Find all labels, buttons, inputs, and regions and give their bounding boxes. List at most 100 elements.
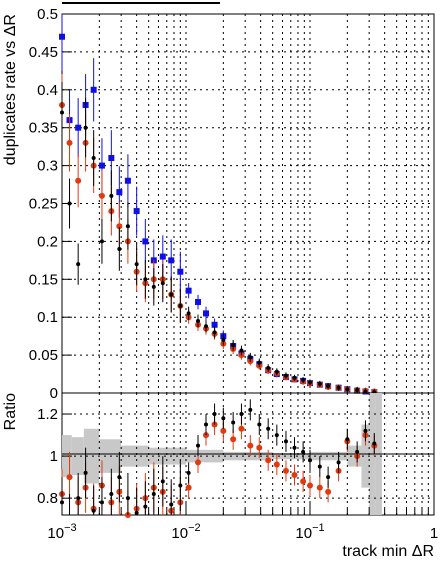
main-point-2-17 — [204, 324, 209, 329]
ratio-point-1-2 — [76, 496, 81, 501]
ratio-y-axis-title: Ratio — [2, 393, 19, 430]
ratio-y-tick-label-1: 1 — [50, 448, 58, 465]
main-point-0-6 — [108, 155, 115, 162]
ratio-point-1-31 — [326, 475, 331, 480]
main-point-0-4 — [90, 86, 97, 93]
ratio-point-1-20 — [231, 420, 236, 425]
main-point-2-7 — [117, 246, 122, 251]
ratio-band-seg-1 — [71, 437, 84, 476]
ratio-panel: 0.8 1 1.2 10−3 10−2 10−1 1 Ratio track min ΔR — [2, 392, 438, 560]
ratio-point-0-15 — [185, 484, 192, 491]
main-point-2-5 — [99, 239, 104, 244]
ratio-point-0-25 — [273, 461, 280, 468]
main-point-2-2 — [76, 262, 81, 267]
main-point-2-12 — [160, 281, 165, 286]
ratio-point-1-10 — [143, 504, 148, 509]
ratio-point-0-27 — [291, 472, 298, 479]
ratio-point-0-21 — [238, 425, 245, 432]
main-point-1-7 — [116, 223, 123, 230]
main-point-2-30 — [317, 381, 322, 386]
main-point-2-20 — [231, 343, 236, 348]
ratio-point-1-19 — [221, 416, 226, 421]
x-axis-title: track min ΔR — [342, 543, 434, 560]
ratio-point-1-12 — [160, 479, 165, 484]
ratio-point-0-1 — [66, 474, 73, 481]
ratio-point-1-14 — [178, 483, 183, 488]
main-y-tick-label-10: 0.5 — [37, 6, 58, 23]
ratio-point-0-22 — [247, 442, 254, 449]
main-point-1-1 — [66, 139, 73, 146]
ratio-point-0-19 — [220, 427, 227, 434]
main-point-0-8 — [124, 177, 131, 184]
main-point-2-13 — [169, 292, 174, 297]
main-point-0-10 — [142, 238, 149, 245]
main-point-2-15 — [186, 311, 191, 316]
main-point-2-29 — [308, 380, 312, 385]
main-point-0-2 — [75, 124, 82, 131]
main-point-2-35 — [363, 389, 368, 394]
main-point-2-24 — [266, 365, 271, 370]
ratio-point-1-16 — [196, 443, 201, 448]
ratio-point-0-20 — [230, 436, 237, 443]
main-point-0-15 — [185, 287, 192, 294]
main-point-2-11 — [151, 284, 156, 289]
main-point-2-34 — [355, 387, 360, 392]
ratio-point-1-9 — [134, 510, 139, 515]
x-tick-label-2: 10−1 — [295, 522, 324, 542]
main-y-tick-label-8: 0.4 — [37, 82, 58, 99]
ratio-point-1-18 — [212, 412, 217, 417]
main-point-1-5 — [98, 192, 105, 199]
x-axis: 10−3 10−2 10−1 1 — [47, 503, 438, 542]
main-point-2-3 — [83, 125, 88, 130]
main-point-0-7 — [116, 189, 123, 196]
main-point-0-12 — [159, 253, 166, 260]
ratio-data-points — [59, 399, 378, 518]
main-y-tick-label-2: 0.1 — [37, 309, 58, 326]
main-point-0-18 — [211, 321, 218, 328]
main-point-2-33 — [345, 387, 350, 392]
main-y-tick-label-3: 0.15 — [29, 271, 58, 288]
ratio-point-0-31 — [325, 488, 332, 495]
main-y-tick-label-6: 0.3 — [37, 158, 58, 175]
main-point-0-14 — [177, 268, 184, 275]
ratio-point-1-21 — [239, 412, 244, 417]
ratio-point-0-16 — [195, 459, 202, 466]
ratio-point-1-15 — [186, 470, 191, 475]
ratio-y-tick-label-0: 0.8 — [37, 490, 58, 507]
main-point-2-32 — [336, 385, 341, 390]
ratio-point-1-36 — [372, 441, 377, 446]
main-point-1-2 — [75, 177, 82, 184]
ratio-point-1-33 — [345, 437, 350, 442]
ratio-point-1-35 — [363, 428, 368, 433]
ratio-point-1-24 — [266, 426, 271, 431]
ratio-point-1-30 — [317, 464, 322, 469]
main-point-2-23 — [257, 360, 262, 365]
ratio-point-0-26 — [282, 467, 289, 474]
ratio-point-1-0 — [60, 500, 64, 505]
main-point-2-0 — [60, 110, 64, 115]
main-gridlines — [62, 14, 434, 393]
ratio-point-1-23 — [257, 422, 262, 427]
main-point-2-8 — [125, 224, 130, 229]
main-point-0-16 — [195, 299, 202, 306]
main-y-tick-label-9: 0.45 — [29, 44, 58, 61]
ratio-point-1-8 — [125, 496, 130, 501]
ratio-band-seg-6 — [186, 449, 224, 463]
main-point-0-13 — [168, 257, 175, 264]
main-point-2-31 — [326, 384, 331, 389]
main-point-2-6 — [109, 193, 114, 198]
ratio-point-0-28 — [300, 478, 307, 485]
main-y-tick-label-4: 0.2 — [37, 233, 58, 250]
main-point-2-16 — [196, 318, 201, 323]
ratio-point-0-24 — [265, 457, 272, 464]
ratio-point-1-22 — [248, 407, 253, 412]
main-panel: 0 0.05 0.1 0.15 0.2 0.25 0.3 0.35 0.4 0.45 0.5 dup… — [2, 6, 435, 402]
ratio-point-1-5 — [99, 500, 104, 505]
main-point-2-21 — [239, 348, 244, 353]
main-point-2-19 — [221, 337, 226, 342]
ratio-band-seg-2 — [83, 428, 100, 484]
main-point-2-4 — [91, 156, 96, 161]
main-point-0-0 — [59, 33, 65, 40]
main-y-axis: 0 0.05 0.1 0.15 0.2 0.25 0.3 0.35 0.4 0.45 0.5 — [29, 6, 72, 402]
main-point-2-27 — [292, 375, 297, 380]
